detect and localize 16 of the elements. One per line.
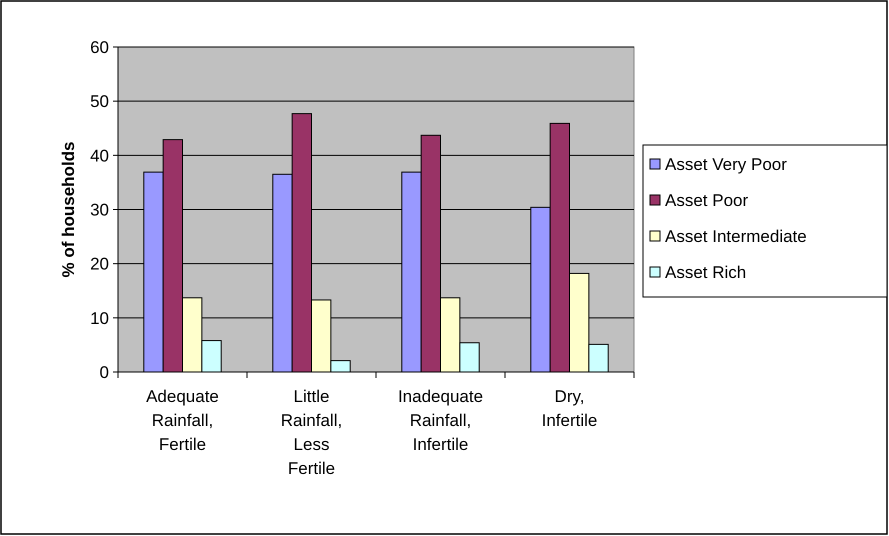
- legend-label: Asset Poor: [665, 190, 748, 210]
- y-axis-title: % of households: [59, 142, 78, 278]
- y-tick-label: 10: [90, 308, 109, 328]
- legend-label: Asset Intermediate: [665, 226, 807, 246]
- x-tick-label: Dry, Infertile: [542, 387, 598, 430]
- legend-label: Asset Rich: [665, 262, 746, 282]
- y-tick-label: 50: [90, 92, 109, 112]
- x-tick-label: Inadequate Rainfall, Infertile: [398, 387, 484, 454]
- y-tick-label: 40: [90, 146, 109, 166]
- y-tick-label: 0: [100, 362, 109, 382]
- y-tick-label: 30: [90, 200, 109, 220]
- y-tick-label: 60: [90, 38, 109, 57]
- x-tick-label: Adequate Rainfall, Fertile: [146, 387, 219, 454]
- x-tick-label: Little Rainfall, Less Fertile: [280, 387, 342, 478]
- legend-label: Asset Very Poor: [665, 154, 788, 174]
- y-tick-label: 20: [90, 254, 109, 274]
